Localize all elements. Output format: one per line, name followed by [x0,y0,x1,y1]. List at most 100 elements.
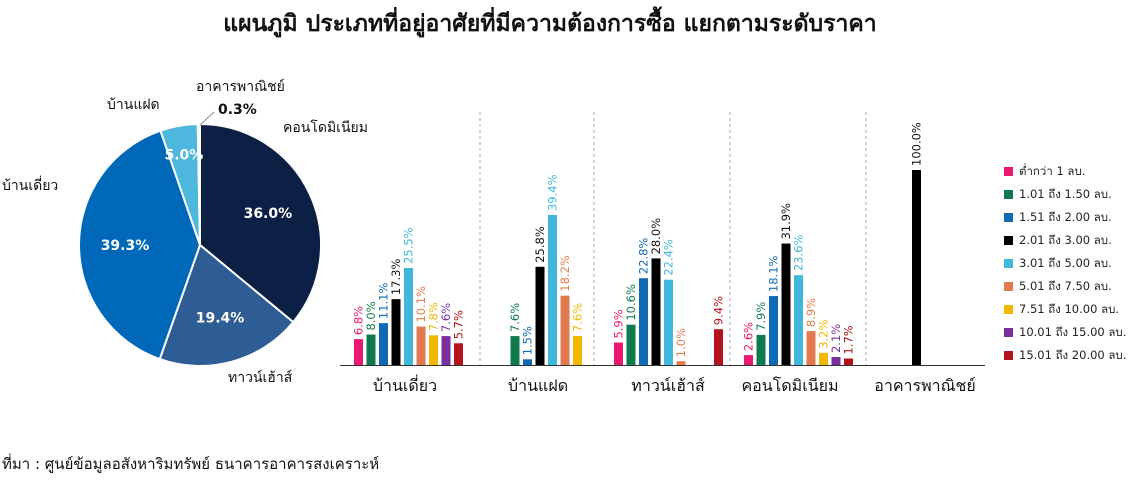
bar [454,343,463,365]
bar [831,357,841,365]
pie-slice [199,122,322,324]
bar-value-label: 7.9% [754,302,768,331]
legend-item: ต่ำกว่า 1 ลบ. [1004,160,1141,183]
bar-value-label: 7.6% [571,303,585,332]
legend-label: ต่ำกว่า 1 ลบ. [1019,163,1086,178]
legend-item: 10.01 ถึง 15.00 ลบ. [1004,321,1141,344]
legend-label: 1.51 ถึง 2.00 ลบ. [1019,209,1112,224]
bar-value-label: 11.1% [377,283,391,320]
bar-value-label: 23.6% [792,235,806,272]
legend-swatch [1004,167,1013,176]
bar-value-label: 8.9% [804,298,818,327]
bar [523,359,532,365]
bar [744,355,753,365]
bar-value-label: 31.9% [779,203,793,240]
bar-value-label: 2.1% [829,324,843,353]
bar-value-label: 8.0% [364,301,378,330]
bar [429,335,438,365]
legend-swatch [1004,282,1013,291]
bar [664,279,673,365]
bar-value-label: 5.7% [452,310,466,339]
bar-value-label: 7.6% [439,303,453,332]
legend-label: 1.01 ถึง 1.50 ลบ. [1019,186,1112,201]
legend-swatch [1004,351,1013,360]
bar [441,336,451,365]
legend-item: 5.01 ถึง 7.50 ลบ. [1004,275,1141,298]
bar-value-label: 28.0% [649,218,663,255]
pie-slice [158,243,295,367]
legend-label: 5.01 ถึง 7.50 ลบ. [1019,278,1112,293]
bar [676,361,686,365]
legend-item: 15.01 ถึง 20.00 ลบ. [1004,344,1141,367]
pie-category-label: บ้านเดี่ยว [2,176,58,194]
bar [535,266,545,365]
pie-category-label: บ้านแฝด [107,97,160,113]
x-tick-label: ทาวน์เฮ้าส์ [631,376,705,395]
bar-value-label: 17.3% [389,259,403,296]
bar-chart-legend: ต่ำกว่า 1 ลบ. 1.01 ถึง 1.50 ลบ. 1.51 ถึง 2… [1004,160,1141,367]
bar [769,296,778,365]
legend-label: 15.01 ถึง 20.00 ลบ. [1019,347,1127,362]
bar [912,170,921,365]
bar-value-label: 10.6% [624,284,638,321]
x-tick-label: บ้านแฝด [508,376,568,395]
bar [639,278,648,365]
bar-value-label: 25.5% [402,227,416,264]
pie-value-label: 5.0% [164,147,203,163]
bar-value-label: 18.1% [767,255,781,292]
pie-value-label: 36.0% [244,206,293,222]
x-tick-label: บ้านเดี่ยว [373,374,437,395]
bar [510,336,520,365]
legend-swatch [1004,259,1013,268]
chart-title: แผนภูมิ ประเภทที่อยู่อาศัยที่มีความต้องก… [223,11,877,37]
bar-value-label: 9.4% [712,296,726,325]
pie-slice [78,129,202,361]
bar-value-label: 2.6% [742,322,756,351]
bar [626,324,636,365]
bar-value-label: 39.4% [546,174,560,211]
x-tick-label: คอนโดมิเนียม [741,376,838,395]
legend-item: 7.51 ถึง 10.00 ลบ. [1004,298,1141,321]
pie-value-label: 0.3% [218,102,257,118]
legend-label: 7.51 ถึง 10.00 ลบ. [1019,301,1120,316]
pie-value-label: 39.3% [101,238,150,254]
pie-category-label: ทาวน์เฮ้าส์ [228,369,293,386]
legend-label: 3.01 ถึง 5.00 ลบ. [1019,255,1112,270]
legend-swatch [1004,236,1013,245]
source-note: ที่มา : ศูนย์ข้อมูลอสังหาริมทรัพย์ ธนาคา… [2,455,380,473]
legend-label: 2.01 ถึง 3.00 ลบ. [1019,232,1112,247]
pie-slice [196,122,201,246]
pie-category-label: คอนโดมิเนียม [283,119,368,136]
bar-value-label: 6.8% [352,306,366,335]
bar-chart: 6.8%8.0%11.1%17.3%25.5%10.1%7.8%7.6%5.7%… [340,112,985,395]
legend-item: 1.51 ถึง 2.00 ลบ. [1004,206,1141,229]
bar [379,323,388,365]
pie-chart: 36.0% 19.4% 39.3% 5.0% คอนโดมิเนียมทาวน์เฮ้า… [2,78,368,386]
bar-value-label: 1.5% [521,326,535,355]
bar [366,334,376,365]
bar-value-label: 1.0% [674,328,688,357]
bar [651,258,661,365]
bar [794,275,803,365]
legend-item: 1.01 ถึง 1.50 ลบ. [1004,183,1141,206]
pie-value-label: 19.4% [196,310,245,326]
legend-item: 3.01 ถึง 5.00 ลบ. [1004,252,1141,275]
bar-value-label: 1.7% [842,325,856,354]
bar [806,331,816,365]
legend-item: 2.01 ถึง 3.00 ลบ. [1004,229,1141,252]
bar [548,215,557,365]
bar-value-label: 3.2% [817,320,831,349]
bar-value-label: 7.6% [508,303,522,332]
bar [819,352,828,365]
legend-swatch [1004,328,1013,337]
x-tick-label: อาคารพาณิชย์ [874,376,975,395]
bar-value-label: 10.1% [414,286,428,323]
legend-swatch [1004,213,1013,222]
bar [781,243,791,365]
bar-value-label: 7.8% [427,302,441,331]
bar [404,267,413,365]
bar [354,339,363,365]
bar [844,358,853,365]
bar [416,326,426,365]
